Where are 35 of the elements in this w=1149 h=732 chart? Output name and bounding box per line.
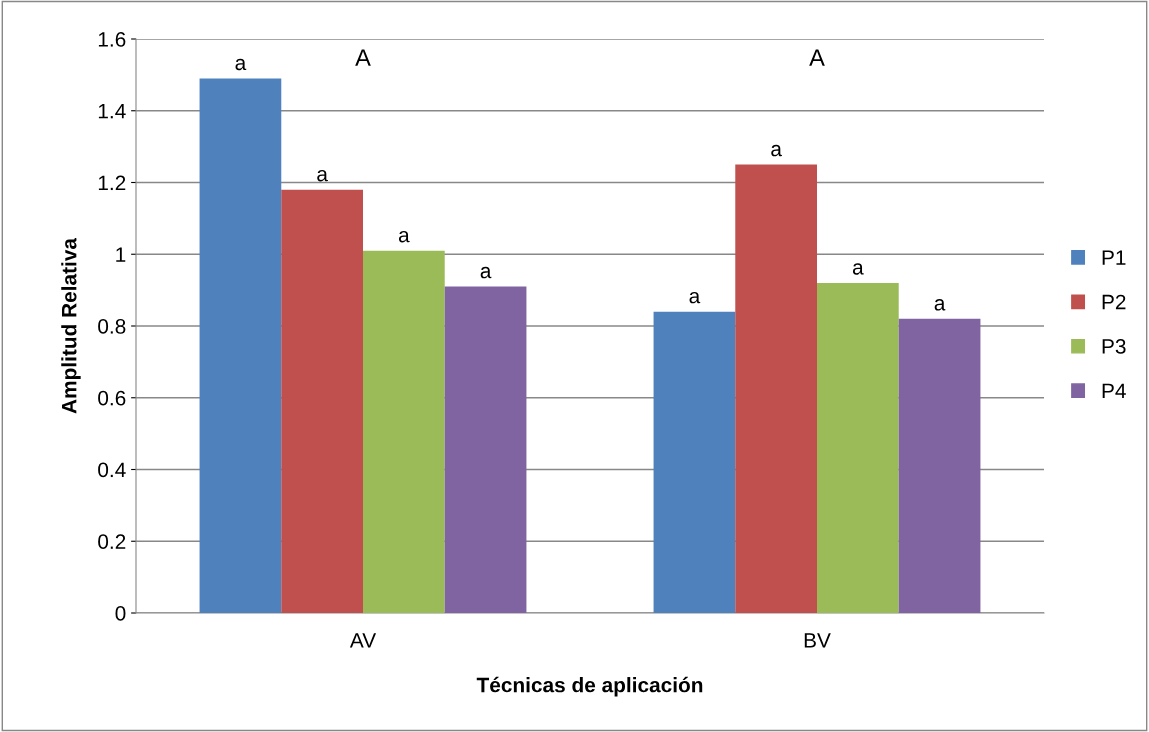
bar [735, 164, 817, 613]
y-tick-label: 1 [116, 247, 126, 262]
bar [281, 189, 363, 613]
y-tick-label: 0.6 [98, 390, 126, 406]
y-tick-label: 0.2 [98, 534, 126, 549]
data-label: a [317, 169, 328, 182]
x-tick-label: AV [349, 633, 377, 648]
y-tick-label: 0 [115, 606, 126, 621]
x-axis-title: Técnicas de aplicación [476, 676, 703, 697]
bar [653, 311, 736, 613]
data-label: a [852, 263, 864, 275]
legend-label: P1 [1102, 250, 1126, 265]
y-tick-label: 1.6 [98, 32, 126, 47]
y-tick-label: 0.4 [98, 462, 126, 478]
data-label: a [771, 144, 782, 157]
data-label: a [480, 266, 492, 279]
legend-label: P2 [1102, 294, 1126, 310]
data-label: a [934, 299, 946, 311]
y-tick-label: 0.8 [98, 319, 126, 334]
bar [444, 286, 527, 613]
data-label: a [398, 230, 410, 243]
bar [363, 250, 445, 613]
bar [199, 78, 282, 613]
annotation: A [355, 49, 371, 66]
data-label: a [235, 58, 247, 71]
legend-label: P3 [1102, 339, 1126, 354]
bar [898, 318, 981, 613]
y-axis-title: Amplitud Relativa [61, 237, 81, 414]
data-label: a [689, 291, 701, 304]
bar [817, 282, 899, 613]
x-tick-label: BV [804, 633, 831, 648]
annotation: A [809, 49, 825, 66]
y-tick-label: 1.2 [98, 175, 126, 191]
legend-label: P4 [1102, 383, 1126, 399]
y-tick-label: 1.4 [98, 103, 126, 119]
